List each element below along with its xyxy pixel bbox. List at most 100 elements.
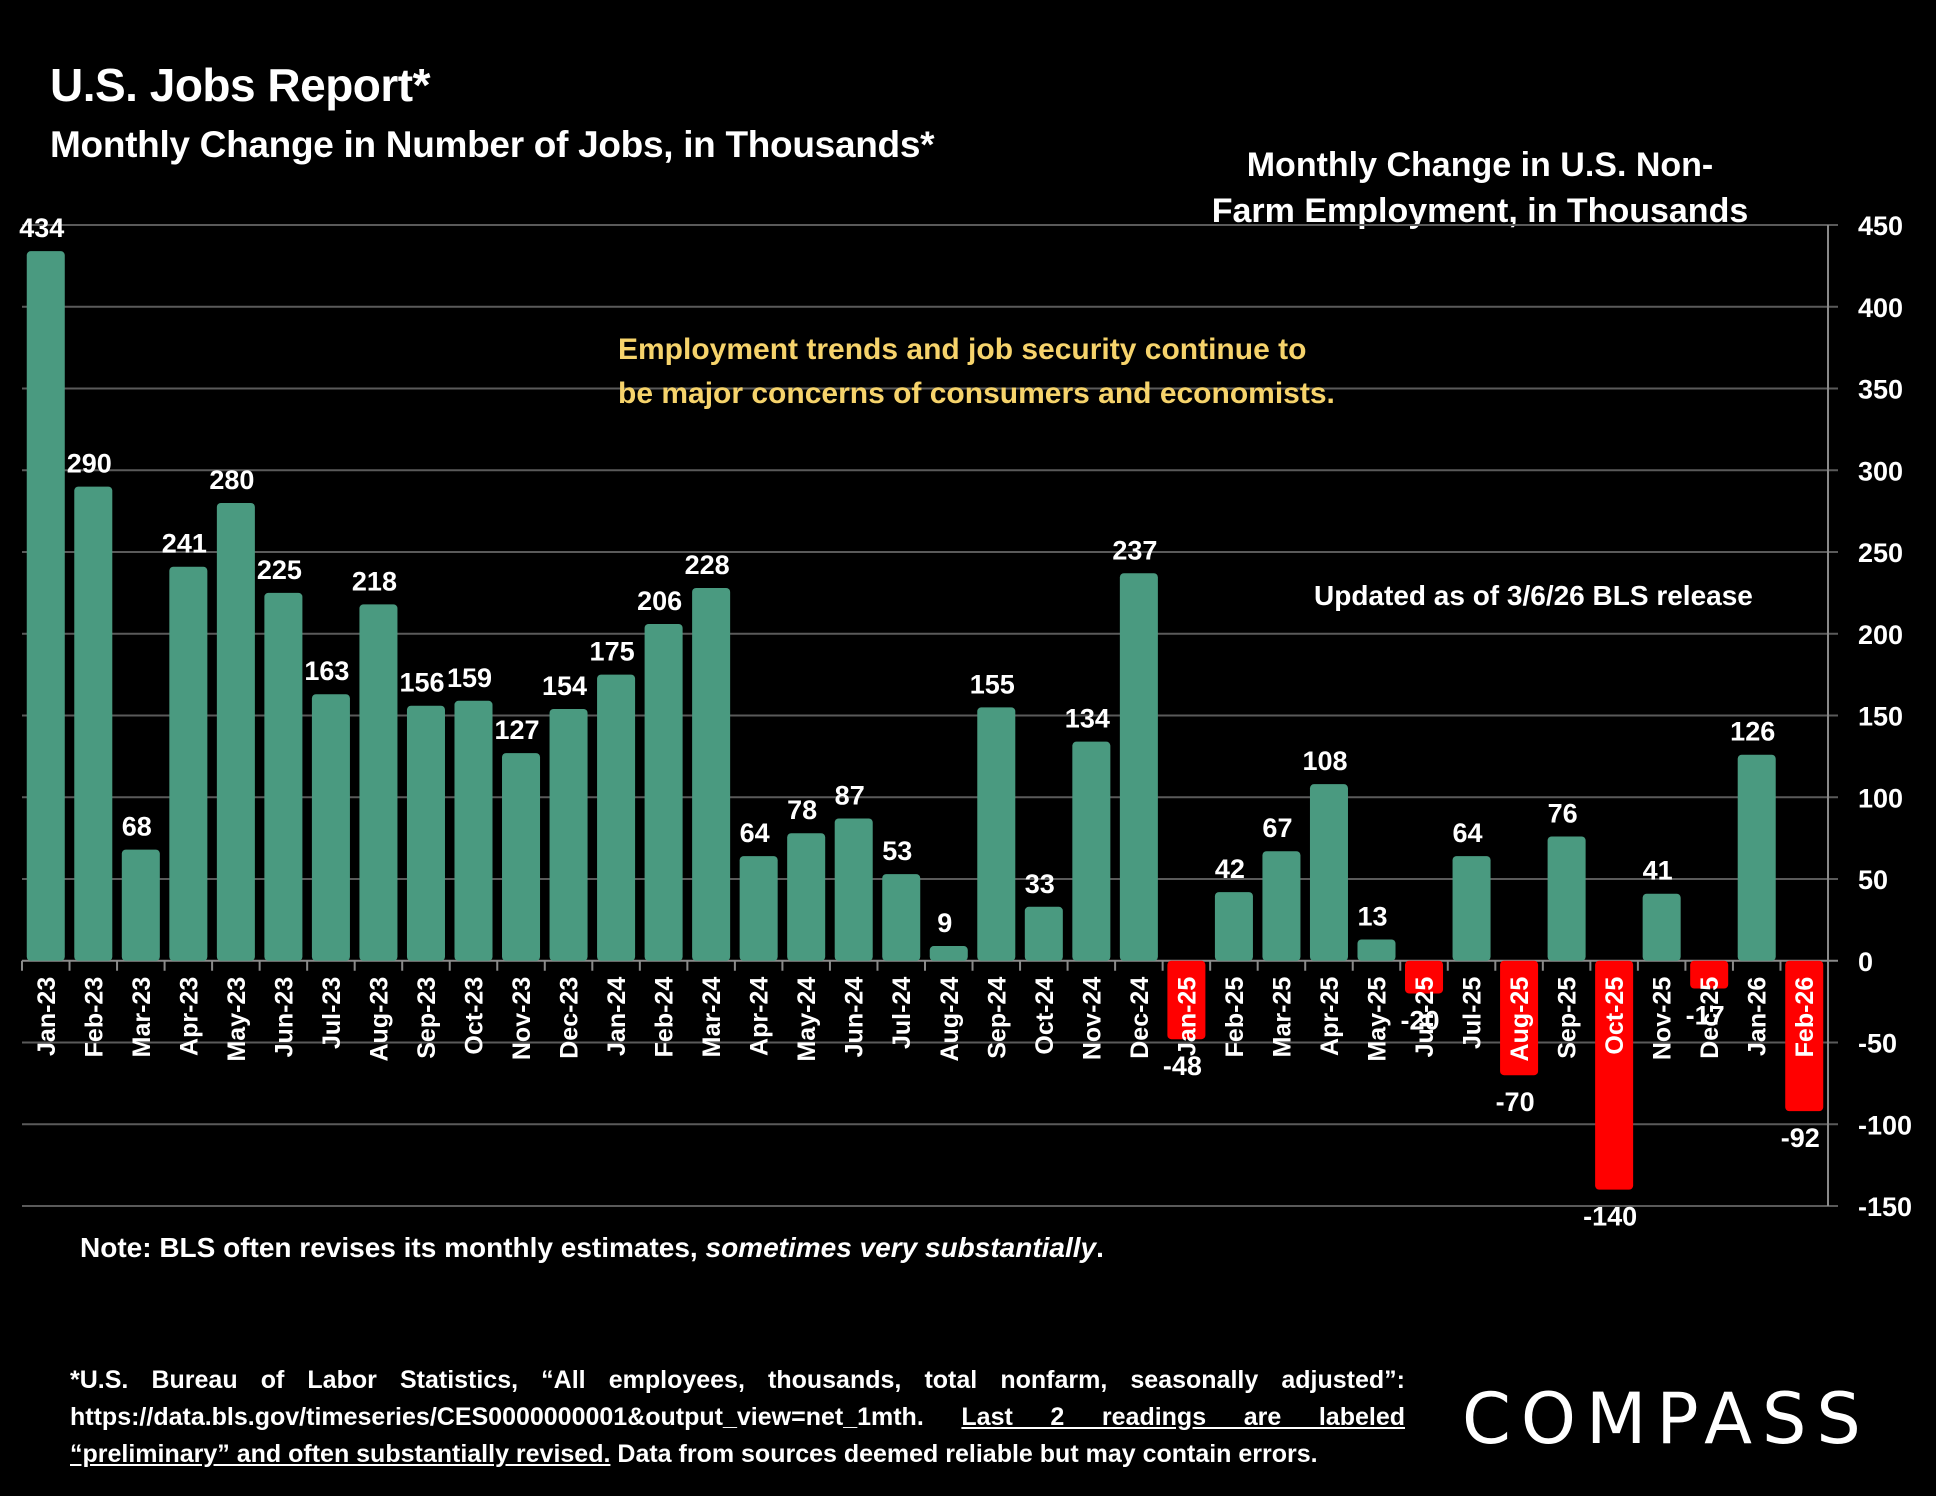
data-labels: 434 290 68 241 280 225 163 218 156 15912715417520…: [19, 213, 1820, 1231]
bar-Apr-25: [1309, 784, 1348, 961]
x-tick-label: Feb-23: [80, 977, 108, 1058]
bar-Sep-23: [406, 705, 445, 961]
x-tick-label: Feb-25: [1221, 977, 1249, 1058]
annotation: Employment trends and job security conti…: [618, 328, 1335, 416]
x-tick-label: Apr-23: [175, 977, 203, 1056]
bar-May-24: [787, 833, 826, 961]
note-suffix: .: [1096, 1232, 1104, 1263]
bar-Dec-25: [1690, 960, 1729, 989]
x-tick-label: Jan-25: [1173, 977, 1201, 1056]
bar-Nov-25: [1642, 893, 1681, 961]
bar-Jul-25: [1452, 856, 1491, 961]
x-tick-label: Jun-24: [841, 977, 869, 1058]
bar-Feb-26: [1785, 960, 1824, 1112]
data-label: 134: [1065, 704, 1110, 734]
source-underlined: Last 2 readings are labeled “preliminary…: [70, 1403, 1405, 1468]
bar-Dec-24: [1119, 573, 1158, 961]
bar-Jul-23: [311, 694, 350, 961]
bar-Oct-24: [1024, 906, 1063, 961]
data-label: 241: [162, 529, 207, 559]
bar-Nov-23: [502, 753, 541, 961]
page-subtitle: Monthly Change in Number of Jobs, in Tho…: [50, 124, 935, 165]
annotation-line-1: Employment trends and job security conti…: [618, 333, 1307, 366]
data-label: 64: [1453, 818, 1483, 848]
x-tick-label: Mar-25: [1268, 977, 1296, 1058]
data-label: 206: [637, 586, 682, 616]
data-label: 41: [1643, 856, 1673, 886]
bar-Apr-23: [169, 566, 208, 961]
x-tick-label: Mar-23: [128, 977, 156, 1058]
data-label: 64: [740, 818, 770, 848]
data-label: -48: [1163, 1051, 1202, 1081]
bar-Jul-24: [882, 874, 921, 961]
note-italic: sometimes very substantially: [705, 1232, 1097, 1263]
bar-Mar-25: [1262, 851, 1301, 961]
data-label: -70: [1496, 1087, 1535, 1117]
x-tick-label: Sep-23: [413, 977, 441, 1059]
data-label: 154: [542, 671, 587, 701]
bar-Jan-25: [1167, 960, 1206, 1040]
bars: [26, 251, 1824, 1190]
data-label: -17: [1686, 1001, 1725, 1031]
x-tick-label: Jun-23: [270, 977, 298, 1058]
bar-Jun-23: [264, 592, 303, 961]
bar-Dec-23: [549, 708, 588, 961]
x-tick-label: Jul-24: [888, 977, 916, 1049]
bar-Jan-24: [597, 674, 636, 961]
source-text: *U.S. Bureau of Labor Statistics, “All e…: [70, 1366, 1405, 1431]
x-tick-label: Sep-24: [983, 977, 1011, 1059]
y-tick-label: -100: [1858, 1110, 1912, 1140]
data-label: 434: [19, 213, 64, 243]
x-tick-label: Dec-25: [1696, 977, 1724, 1059]
data-label: 155: [970, 669, 1015, 699]
y-tick-label: 200: [1858, 620, 1903, 650]
x-tick-label: Jun-25: [1411, 977, 1439, 1058]
updated-note: Updated as of 3/6/26 BLS release: [1314, 580, 1753, 611]
x-tick-label: Aug-24: [936, 977, 964, 1062]
bar-Sep-24: [977, 707, 1016, 961]
y-tick-label: 350: [1858, 375, 1903, 405]
source-footnote: *U.S. Bureau of Labor Statistics, “All e…: [70, 1362, 1405, 1473]
x-tick-label: Nov-25: [1649, 977, 1677, 1060]
data-label: 53: [882, 836, 912, 866]
data-label: 163: [304, 656, 349, 686]
x-tick-label: Dec-24: [1126, 977, 1154, 1059]
x-tick-label: Jan-24: [603, 977, 631, 1056]
revision-note: Note: BLS often revises its monthly esti…: [80, 1232, 1104, 1264]
data-label: 67: [1262, 813, 1292, 843]
y-tick-label: 150: [1858, 702, 1903, 732]
data-label: 156: [399, 668, 444, 698]
x-tick-label: Oct-25: [1601, 977, 1629, 1055]
y-tick-label: 450: [1858, 211, 1903, 241]
x-tick-label: Oct-23: [461, 977, 489, 1055]
bar-chart: Jan-23 Feb-23 Mar-23 Apr-23 May-23 Jun-23 Jul-…: [19, 211, 1912, 1232]
data-label: 225: [257, 555, 302, 585]
x-tick-label: Oct-24: [1031, 977, 1059, 1055]
y-tick-label: 250: [1858, 538, 1903, 568]
bar-Aug-24: [929, 946, 968, 961]
chart-title: Monthly Change in U.S. Non- Farm Employm…: [1200, 142, 1760, 234]
x-tick-label: Jan-23: [33, 977, 61, 1056]
bar-May-23: [216, 502, 255, 961]
bar-Aug-23: [359, 604, 398, 961]
data-label: 127: [494, 715, 539, 745]
x-tick-label: Feb-26: [1791, 977, 1819, 1058]
source-disclaimer: Data from sources deemed reliable but ma…: [610, 1440, 1318, 1468]
bar-Mar-24: [692, 587, 731, 961]
chart-title-line-2: Farm Employment, in Thousands: [1211, 192, 1749, 230]
x-tick-label: Nov-24: [1078, 977, 1106, 1060]
bar-Feb-25: [1214, 892, 1253, 961]
data-label: 9: [937, 908, 952, 938]
annotation-line-2: be major concerns of consumers and econo…: [618, 377, 1335, 410]
data-label: 76: [1548, 798, 1578, 828]
x-tick-label: Nov-23: [508, 977, 536, 1060]
data-label: 42: [1215, 854, 1245, 884]
x-tick-label: May-23: [223, 977, 251, 1062]
x-tick-label: May-25: [1364, 977, 1392, 1062]
y-tick-label: 100: [1858, 783, 1903, 813]
data-label: 126: [1730, 717, 1775, 747]
y-tick-label: -150: [1858, 1192, 1912, 1222]
chart-title-line-1: Monthly Change in U.S. Non-: [1246, 146, 1714, 184]
x-tick-label: Mar-24: [698, 977, 726, 1058]
x-tick-label: Jul-23: [318, 977, 346, 1049]
